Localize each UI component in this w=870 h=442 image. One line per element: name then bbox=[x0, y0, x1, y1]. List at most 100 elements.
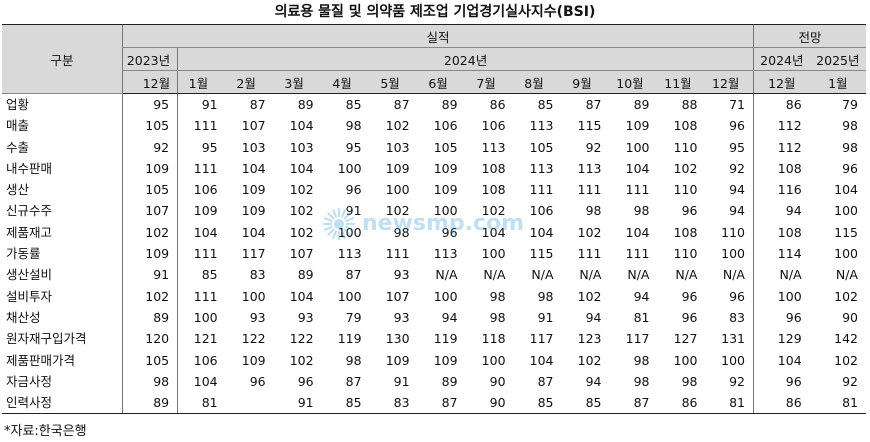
table-cell: 102 bbox=[577, 352, 602, 368]
table-cell: 111 bbox=[577, 246, 602, 262]
table-cell: 108 bbox=[673, 118, 698, 134]
table-cell: 98 bbox=[345, 118, 362, 134]
table-cell: 92 bbox=[729, 160, 745, 176]
table-cell: 98 bbox=[633, 352, 650, 368]
table-cell: 110 bbox=[673, 182, 698, 198]
table-cell: N/A bbox=[627, 267, 650, 283]
table-cell: 104 bbox=[241, 160, 266, 176]
table-cell: 121 bbox=[177, 328, 226, 350]
table-row: 내수판매 109 111 104 104 100 109 109 108 113 113 104 102… bbox=[2, 157, 866, 180]
table-cell: 90 bbox=[489, 373, 506, 389]
table-cell: 104 bbox=[752, 349, 810, 371]
table-cell: 129 bbox=[752, 328, 810, 350]
source-note: *자료:한국은행 bbox=[4, 424, 87, 439]
table-cell: 98 bbox=[842, 118, 858, 134]
table-cell: 102 bbox=[289, 224, 314, 240]
table-cell: 119 bbox=[337, 331, 362, 347]
table-cell: 96 bbox=[441, 224, 458, 240]
table-cell: 100 bbox=[433, 203, 458, 219]
table-cell: 102 bbox=[289, 182, 314, 198]
table-cell: 98 bbox=[842, 139, 858, 155]
table-cell: 113 bbox=[529, 160, 554, 176]
table-cell: 100 bbox=[834, 246, 858, 262]
table-cell: 111 bbox=[177, 285, 226, 307]
table-title: 의료용 물질 및 의약품 제조업 기업경기실사지수(BSI) bbox=[274, 4, 596, 20]
table-cell: 107 bbox=[385, 288, 410, 304]
table-cell: 110 bbox=[673, 139, 698, 155]
header-month-actual: 11월 bbox=[657, 70, 706, 94]
table-cell: 96 bbox=[752, 370, 810, 393]
table-cell: 98 bbox=[489, 288, 506, 304]
table-cell: 111 bbox=[177, 115, 226, 137]
table-cell: 96 bbox=[729, 118, 745, 134]
table-cell: 119 bbox=[433, 331, 458, 347]
header-year-2023: 2023년 bbox=[121, 47, 178, 71]
table-cell: 102 bbox=[834, 288, 858, 304]
table-cell: 122 bbox=[289, 331, 314, 347]
table-cell: 86 bbox=[752, 93, 810, 116]
table-cell: 112 bbox=[752, 136, 810, 158]
table-row: 매출 105 111 107 104 98 102 106 106 113 115 109 108 96 1… bbox=[2, 115, 866, 137]
table-cell: 109 bbox=[121, 157, 178, 180]
row-label: 매출 bbox=[6, 118, 30, 134]
table-cell: 115 bbox=[577, 118, 602, 134]
table-cell: 109 bbox=[433, 352, 458, 368]
table-cell: 110 bbox=[721, 224, 745, 240]
table-cell: 94 bbox=[729, 203, 745, 219]
table-cell: 100 bbox=[625, 139, 650, 155]
table-cell: 105 bbox=[121, 179, 178, 201]
table-cell: 113 bbox=[337, 246, 362, 262]
table-cell: 102 bbox=[673, 160, 698, 176]
table-row: 수출 92 95 103 103 95 103 105 113 105 92 100 110 95 112 9… bbox=[2, 136, 866, 158]
table-cell: 104 bbox=[625, 160, 650, 176]
table-cell: 92 bbox=[729, 373, 745, 389]
table-cell: 104 bbox=[481, 224, 506, 240]
table-cell: 113 bbox=[481, 139, 506, 155]
table-cell: 103 bbox=[385, 139, 410, 155]
table-cell: 94 bbox=[585, 309, 602, 325]
table-cell: 87 bbox=[249, 97, 266, 112]
row-label: 설비투자 bbox=[6, 288, 53, 304]
table-cell: 111 bbox=[177, 243, 226, 265]
row-label: 자금사정 bbox=[6, 373, 53, 389]
row-label: 인력사정 bbox=[2, 392, 123, 415]
table-cell: 115 bbox=[529, 246, 554, 262]
header-month-actual: 5월 bbox=[369, 70, 418, 94]
table-cell: 117 bbox=[241, 246, 266, 262]
table-cell: 89 bbox=[633, 97, 650, 112]
table-cell: 96 bbox=[729, 288, 745, 304]
table-cell: 89 bbox=[441, 373, 458, 389]
table-cell: 123 bbox=[577, 331, 602, 347]
table-cell: 89 bbox=[121, 392, 178, 415]
table-cell: 79 bbox=[842, 97, 858, 112]
table-cell: 104 bbox=[834, 182, 858, 198]
table-cell: 102 bbox=[577, 224, 602, 240]
header-month-actual: 1월 bbox=[177, 70, 226, 94]
table-cell: 95 bbox=[177, 136, 226, 158]
table-cell: 109 bbox=[385, 160, 410, 176]
table-cell: 108 bbox=[673, 224, 698, 240]
table-cell: 87 bbox=[393, 97, 410, 112]
table-cell: 102 bbox=[385, 118, 410, 134]
table-cell: 85 bbox=[513, 392, 562, 415]
table-cell: 104 bbox=[529, 224, 554, 240]
table-cell: 87 bbox=[345, 373, 362, 389]
table-cell: 100 bbox=[385, 182, 410, 198]
table-cell: 109 bbox=[241, 203, 266, 219]
table-cell: 106 bbox=[481, 118, 506, 134]
table-cell: 96 bbox=[345, 182, 362, 198]
table-cell: 87 bbox=[609, 392, 658, 415]
table-cell: 100 bbox=[177, 306, 226, 329]
table-cell: 98 bbox=[633, 203, 650, 219]
table-row: 제품재고 102 104 104 102 100 98 96 104 104 102 104 108 11… bbox=[2, 221, 866, 244]
table-cell: 96 bbox=[297, 373, 314, 389]
table-cell: 102 bbox=[121, 285, 178, 307]
table-cell: 104 bbox=[241, 224, 266, 240]
table-cell: 85 bbox=[177, 264, 226, 286]
table-cell: 91 bbox=[273, 392, 322, 415]
table-row: 채산성 89 100 93 93 79 93 94 98 91 94 81 96 83 96 90 bbox=[2, 306, 866, 329]
table-cell: 100 bbox=[337, 224, 362, 240]
table-cell: N/A bbox=[579, 267, 602, 283]
table-row: 자금사정 98 104 96 96 87 91 89 90 87 94 98 98 92 96 92 bbox=[2, 370, 866, 393]
table-cell: 114 bbox=[752, 243, 810, 265]
